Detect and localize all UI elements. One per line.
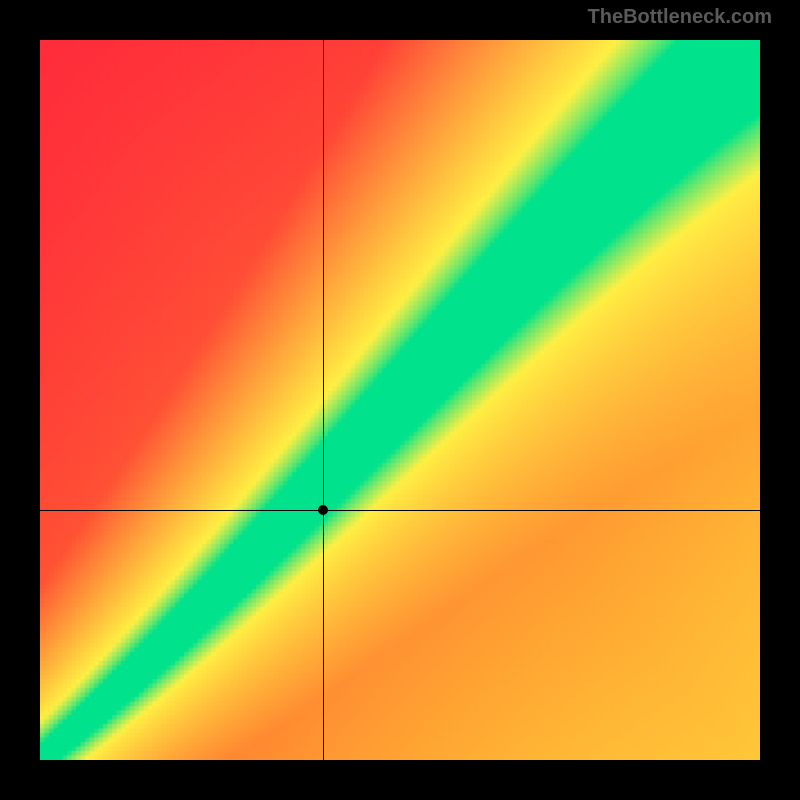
watermark-text: TheBottleneck.com (588, 6, 772, 29)
crosshair-vertical (323, 40, 324, 760)
plot-area (40, 40, 760, 760)
crosshair-horizontal (40, 510, 760, 511)
bottleneck-heatmap (40, 40, 760, 760)
crosshair-marker (318, 505, 328, 515)
